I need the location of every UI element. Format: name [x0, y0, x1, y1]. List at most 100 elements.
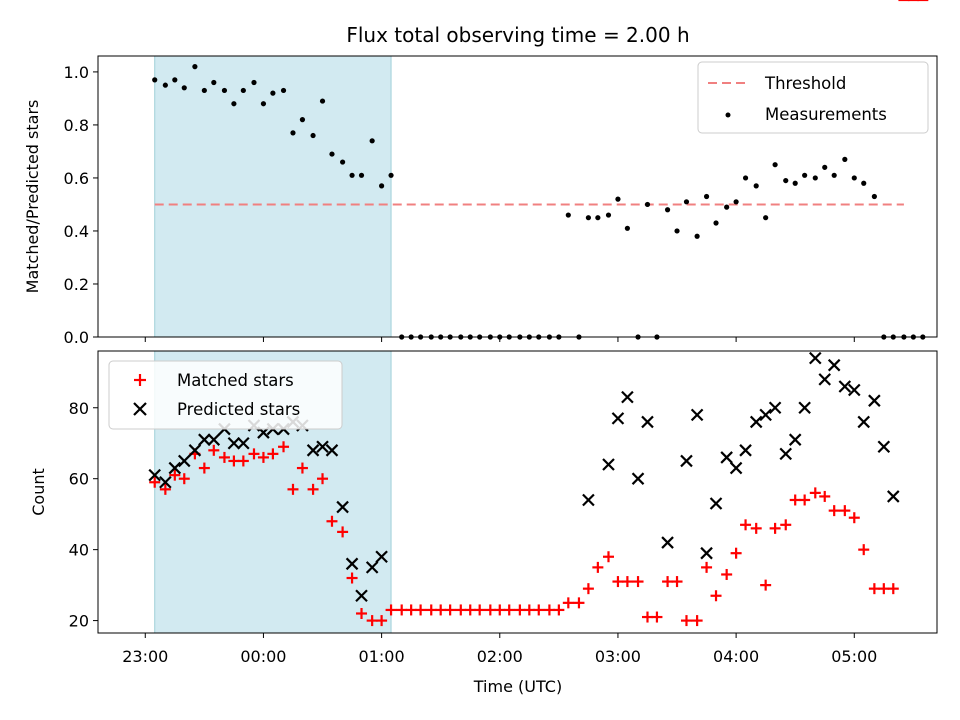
matched-star-point [819, 490, 831, 502]
top-y-tick-label: 0.0 [64, 328, 89, 347]
bottom-legend-box [108, 360, 343, 430]
matched-star-point [543, 604, 555, 616]
matched-star-point [878, 583, 890, 595]
predicted-star-point [749, 415, 763, 429]
measurement-point [270, 90, 276, 96]
matched-star-point [651, 611, 663, 623]
predicted-star-point [709, 497, 723, 510]
top-y-tick-label: 0.6 [64, 169, 89, 188]
matched-star-point [208, 444, 220, 456]
measurement-point [388, 172, 394, 178]
matched-star-point [356, 607, 368, 619]
predicted-star-point [661, 536, 674, 549]
top-y-ticks: 0.0 0.2 0.4 0.6 0.8 1.0 [64, 63, 98, 347]
matched-star-point [592, 561, 604, 573]
matched-star-point [523, 604, 535, 616]
matched-star-point [839, 505, 851, 517]
measurement-point [624, 225, 630, 231]
matched-star-point [385, 604, 397, 616]
predicted-star-point [336, 500, 349, 514]
matched-star-point [366, 615, 378, 627]
matched-star-point [701, 561, 713, 573]
matched-star-point [435, 604, 447, 616]
matched-star-point [573, 597, 585, 609]
x-tick-label: 04:00 [713, 647, 759, 666]
x-tick-label: 01:00 [359, 647, 405, 666]
predicted-star-point [325, 444, 339, 457]
top-panel: 0.0 0.2 0.4 0.6 0.8 1.0 Matched/Predicted sta… [23, 55, 938, 347]
predicted-star-point [818, 373, 832, 386]
predicted-star-point [227, 436, 241, 450]
predicted-star-point [700, 546, 713, 560]
top-y-tick-label: 0.8 [64, 116, 89, 135]
predicted-star-point [779, 447, 793, 461]
matched-star-point [691, 615, 703, 627]
bottom-y-ticks: 20 40 60 80 [69, 399, 98, 631]
x-tick-label: 02:00 [477, 647, 523, 666]
predicted-star-point [680, 454, 693, 468]
predicted-star-point [886, 490, 900, 503]
legend-matched-label: Matched stars [177, 371, 294, 390]
measurement-point [753, 183, 759, 189]
measurement-point [221, 87, 228, 94]
matched-star-point [346, 572, 358, 584]
measurement-point [812, 175, 818, 181]
matched-star-point [602, 551, 614, 563]
measurement-point [251, 79, 257, 86]
predicted-star-point [868, 394, 881, 407]
predicted-star-point [365, 561, 379, 574]
legend-matched-swatch [134, 374, 146, 386]
measurement-point [152, 77, 158, 83]
measurement-point [240, 87, 246, 94]
matched-star-point [218, 451, 230, 463]
predicted-star-point [827, 358, 841, 372]
measurement-point [379, 183, 385, 189]
measurement-point [831, 172, 837, 178]
matched-star-point [237, 455, 249, 467]
matched-star-point [789, 494, 801, 506]
matched-star-point [809, 487, 821, 499]
legend-predicted-swatch [133, 402, 147, 416]
measurement-point [763, 215, 769, 221]
measurement-point [181, 85, 187, 91]
matched-star-point [868, 583, 880, 595]
measurement-point [260, 101, 267, 107]
predicted-star-point [809, 351, 822, 365]
matched-star-point [464, 604, 476, 616]
matched-star-point [621, 576, 633, 588]
measurement-point [565, 212, 571, 218]
measurement-point [703, 193, 710, 200]
predicted-star-point [148, 468, 161, 482]
matched-star-point [257, 451, 269, 463]
measurement-point [340, 159, 346, 165]
predicted-star-point [198, 433, 211, 446]
top-legend: Threshold Measurements [697, 61, 929, 134]
matched-star-point [228, 455, 240, 467]
measurement-point [851, 175, 857, 181]
matched-star-point [533, 604, 545, 616]
matched-star-point [444, 604, 456, 616]
measurement-point [724, 204, 730, 210]
predicted-star-point [857, 415, 871, 429]
predicted-star-point [168, 461, 182, 475]
predicted-star-point [316, 440, 329, 454]
matched-star-point [149, 476, 161, 488]
matched-star-point [169, 469, 181, 481]
matched-star-point [159, 483, 171, 495]
matched-star-point [307, 483, 319, 495]
matched-star-point [671, 576, 683, 588]
predicted-star-point [602, 458, 615, 471]
measurement-point [231, 101, 237, 107]
legend-measurements-label: Measurements [765, 105, 887, 124]
bottom-legend: Matched stars Predicted stars [108, 360, 343, 430]
matched-star-point [474, 604, 486, 616]
predicted-star-point [177, 454, 191, 468]
top-x-ticks [144, 337, 855, 342]
predicted-star-point [690, 408, 704, 422]
measurement-point [329, 151, 335, 157]
matched-star-point [721, 568, 733, 580]
bottom-y-tick-label: 60 [69, 470, 89, 489]
predicted-star-point [739, 444, 752, 457]
matched-star-point [405, 604, 417, 616]
measurement-point [683, 199, 690, 205]
